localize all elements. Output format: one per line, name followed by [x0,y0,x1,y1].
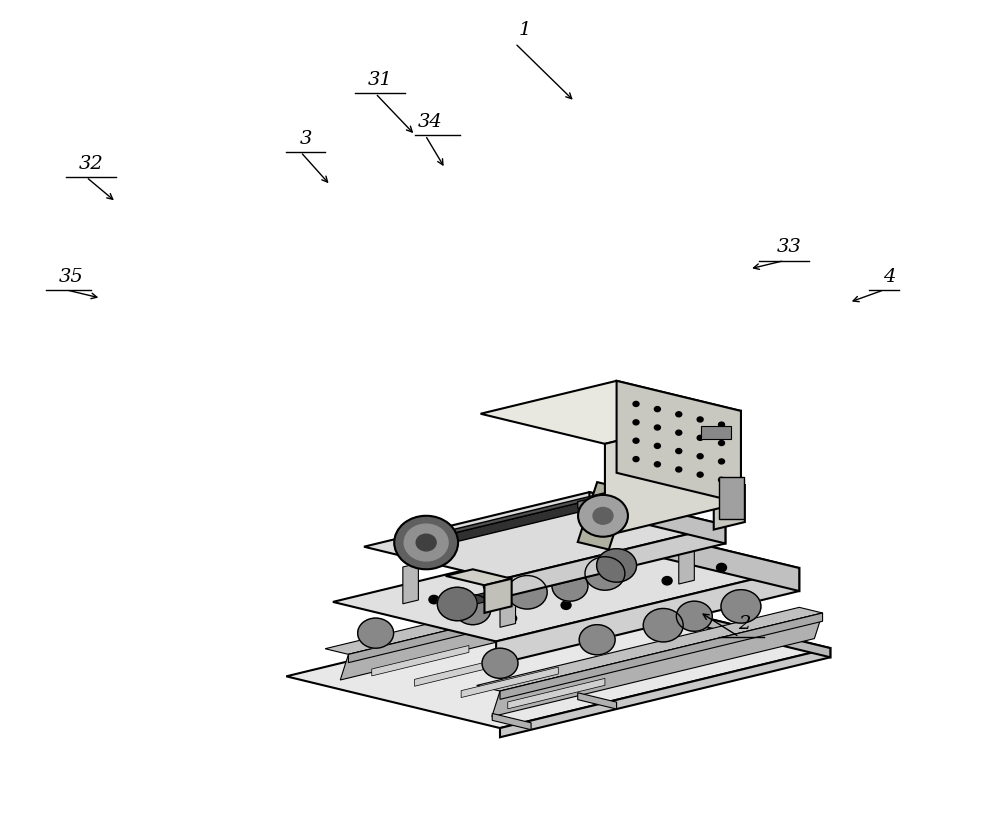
Polygon shape [446,570,512,586]
Polygon shape [500,525,725,598]
Circle shape [579,625,615,654]
Circle shape [697,417,703,422]
Circle shape [507,576,547,609]
Circle shape [676,412,682,417]
Bar [719,477,744,519]
Polygon shape [325,571,671,654]
Polygon shape [484,579,512,612]
Circle shape [416,534,436,551]
Circle shape [633,420,639,425]
Circle shape [719,422,725,427]
Polygon shape [636,529,799,591]
Circle shape [676,430,682,435]
Circle shape [654,443,660,448]
Circle shape [654,425,660,430]
Circle shape [404,524,448,561]
Circle shape [455,595,491,625]
Circle shape [697,435,703,440]
Polygon shape [500,613,823,700]
Circle shape [676,467,682,472]
Circle shape [643,608,683,642]
Circle shape [394,516,458,570]
Circle shape [676,449,682,454]
Circle shape [697,454,703,459]
Polygon shape [617,597,830,657]
Circle shape [662,576,672,585]
Circle shape [437,587,477,621]
Circle shape [593,508,613,524]
Polygon shape [372,645,469,676]
Polygon shape [403,563,418,604]
Polygon shape [578,482,628,550]
Polygon shape [348,576,671,663]
Circle shape [719,477,725,482]
Polygon shape [492,613,823,717]
Circle shape [654,407,660,412]
Polygon shape [461,667,558,697]
Polygon shape [415,656,512,686]
Circle shape [639,545,649,553]
Polygon shape [667,474,745,492]
Circle shape [654,461,660,466]
Text: 4: 4 [883,268,895,286]
Text: 31: 31 [368,71,393,89]
Polygon shape [286,597,830,728]
Polygon shape [500,648,830,737]
Circle shape [358,618,394,649]
Polygon shape [589,492,725,544]
Circle shape [717,564,727,571]
Text: 32: 32 [79,155,104,173]
Circle shape [578,495,628,537]
Circle shape [633,438,639,443]
Circle shape [429,596,439,604]
Polygon shape [582,520,597,560]
Polygon shape [679,544,694,584]
Circle shape [719,440,725,446]
Polygon shape [492,713,531,730]
Circle shape [585,557,625,590]
Circle shape [482,649,518,678]
Polygon shape [617,381,741,503]
Polygon shape [418,472,698,539]
Text: 34: 34 [418,113,443,131]
Polygon shape [333,529,799,641]
Circle shape [633,456,639,461]
Polygon shape [605,411,741,536]
Text: 2: 2 [738,615,751,633]
Circle shape [552,571,588,602]
Polygon shape [500,586,516,628]
Polygon shape [340,576,671,680]
Circle shape [721,590,761,623]
Text: 3: 3 [299,130,312,148]
Polygon shape [457,560,617,608]
Circle shape [584,558,594,566]
Text: 35: 35 [59,268,84,286]
Polygon shape [578,693,617,709]
Text: 1: 1 [519,21,531,39]
Bar [701,426,731,439]
Polygon shape [496,568,799,664]
Polygon shape [578,469,714,508]
Polygon shape [364,492,725,580]
Circle shape [697,472,703,477]
Circle shape [676,602,712,631]
Polygon shape [426,474,698,549]
Circle shape [633,401,639,406]
Text: 33: 33 [777,238,802,257]
Polygon shape [477,607,823,691]
Circle shape [507,614,517,623]
Polygon shape [508,679,605,709]
Circle shape [483,582,493,591]
Polygon shape [481,381,741,444]
Polygon shape [714,485,745,529]
Circle shape [719,459,725,464]
Circle shape [597,549,637,582]
Circle shape [561,601,571,609]
